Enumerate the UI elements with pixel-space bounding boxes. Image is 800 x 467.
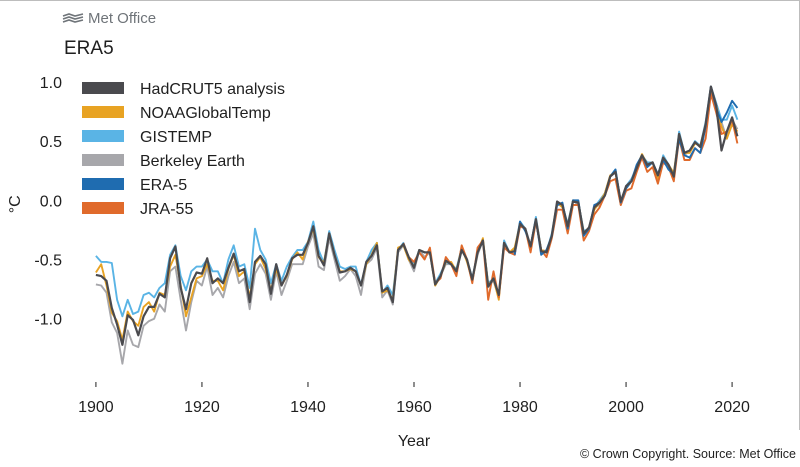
legend-label-noaaglobaltemp: NOAAGlobalTemp (140, 105, 271, 122)
legend-label-era-5: ERA-5 (140, 177, 187, 194)
legend-label-berkeley-earth: Berkeley Earth (140, 153, 245, 170)
y-tick-label: 0.0 (40, 193, 62, 210)
legend-swatch-noaaglobaltemp (82, 106, 124, 118)
x-axis-label: Year (398, 433, 431, 450)
y-tick-label: -0.5 (34, 252, 62, 269)
y-tick-label: 1.0 (40, 75, 62, 92)
frame-top-line (0, 0, 800, 1)
y-axis-label: °C (7, 195, 24, 213)
legend-label-jra-55: JRA-55 (140, 201, 193, 218)
y-tick-label: 0.5 (40, 134, 62, 151)
copyright-notice: © Crown Copyright. Source: Met Office (579, 447, 796, 461)
x-tick-label: 2000 (608, 399, 644, 416)
x-tick-label: 1920 (184, 399, 220, 416)
legend-swatch-hadcrut5-analysis (82, 82, 124, 94)
met-office-logo-icon (62, 12, 84, 25)
x-tick-label: 1960 (396, 399, 432, 416)
x-tick-label: 2020 (714, 399, 750, 416)
brand-name: Met Office (88, 10, 157, 27)
brand-logo: Met Office (62, 10, 156, 27)
y-tick-label: -1.0 (34, 312, 62, 329)
legend-swatch-gistemp (82, 130, 124, 142)
legend-swatch-era-5 (82, 178, 124, 190)
legend-swatch-jra-55 (82, 202, 124, 214)
legend-label-gistemp: GISTEMP (140, 129, 212, 146)
series-line-hadcrut5-analysis (95, 85, 739, 346)
x-tick-label: 1900 (78, 399, 114, 416)
legend-swatch-berkeley-earth (82, 154, 124, 166)
chart-title: ERA5 (64, 38, 114, 59)
x-tick-label: 1980 (502, 399, 538, 416)
series-line-era-5 (513, 85, 739, 256)
legend-label-hadcrut5-analysis: HadCRUT5 analysis (140, 81, 285, 98)
x-tick-label: 1940 (290, 399, 326, 416)
